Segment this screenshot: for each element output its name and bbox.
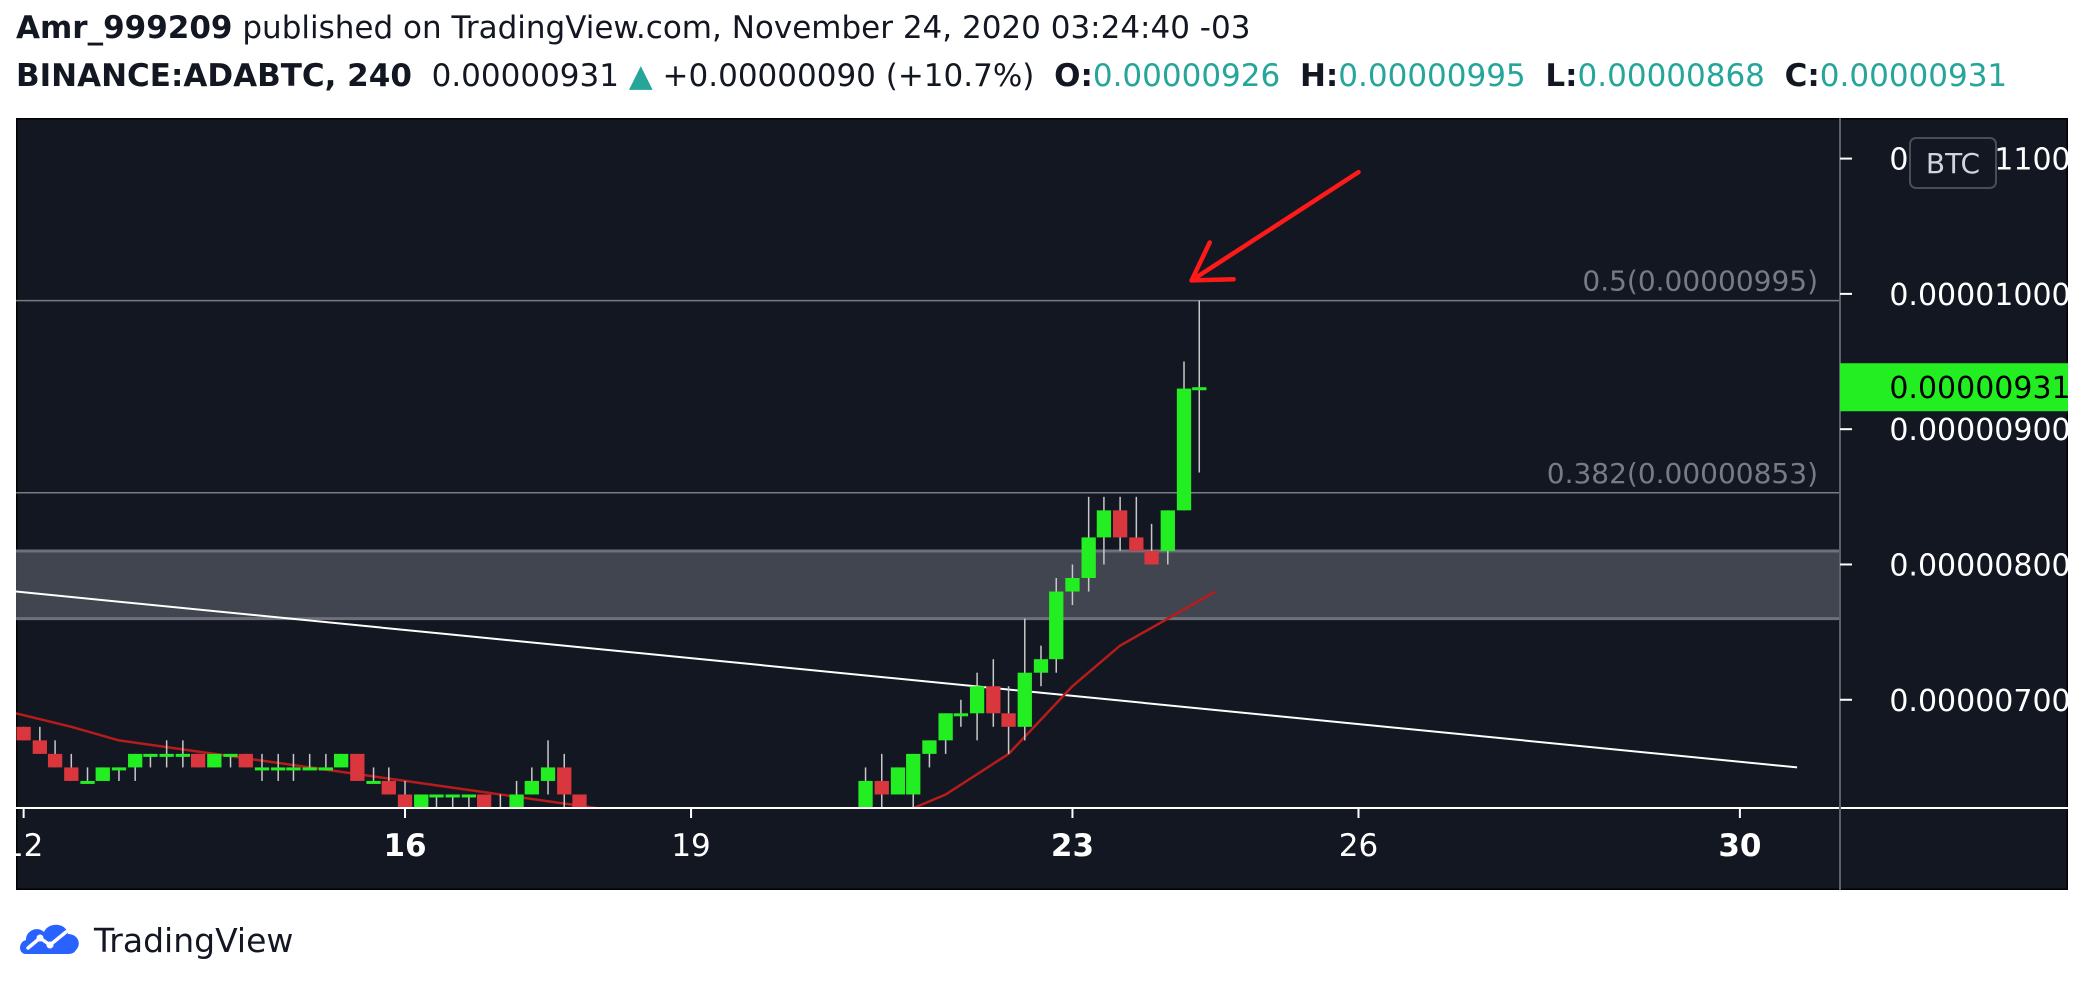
candle-down xyxy=(350,753,365,781)
candle-up xyxy=(1033,659,1049,673)
publication-header: Amr_999209 published on TradingView.com,… xyxy=(16,10,1250,54)
up-arrow-icon: ▲ xyxy=(628,58,653,94)
candle-down xyxy=(190,753,206,768)
last-price: 0.00000931 xyxy=(431,58,619,94)
candle-down xyxy=(238,753,253,768)
current-price-badge xyxy=(1840,363,2068,412)
candle-up xyxy=(143,753,158,757)
candle-up xyxy=(540,767,556,781)
y-tick-label: 0.00001000 xyxy=(1889,278,2068,313)
symbol-header: BINANCE:ADABTC, 240 0.00000931 ▲ +0.0000… xyxy=(16,58,2007,102)
open-label: O: xyxy=(1054,58,1093,94)
candle-down xyxy=(32,740,47,754)
candle-up xyxy=(890,767,906,795)
candle-up xyxy=(461,794,477,798)
x-tick-label: 16 xyxy=(383,828,426,864)
x-tick-label: 19 xyxy=(671,828,710,864)
candle-up xyxy=(429,794,444,798)
tradingview-cloud-logo-icon xyxy=(20,924,79,954)
published-text: published on TradingView.com, November 2… xyxy=(242,10,1251,46)
candle-up xyxy=(333,753,349,768)
candle-up xyxy=(906,753,921,795)
candle-down xyxy=(381,780,396,795)
candle-up xyxy=(128,753,143,768)
candle-down xyxy=(557,767,572,795)
candle-up xyxy=(953,713,969,717)
y-tick-label: 0.00000900 xyxy=(1889,413,2068,448)
close-label: C: xyxy=(1784,58,1820,94)
annotation-arrowhead xyxy=(1189,240,1236,283)
candle-down xyxy=(572,794,587,808)
candle-up xyxy=(509,794,524,808)
currency-label: BTC xyxy=(1926,147,1980,180)
currency-label-box xyxy=(1909,137,1997,189)
candle-up xyxy=(111,767,127,771)
candle-down xyxy=(1112,510,1128,538)
candle-up xyxy=(159,753,174,757)
candle-up xyxy=(80,780,95,784)
candle-up xyxy=(366,780,381,784)
candle-down xyxy=(1129,537,1144,551)
candle-up xyxy=(207,753,222,768)
candle-up xyxy=(302,767,317,771)
candle-down xyxy=(874,780,889,795)
high-label: H: xyxy=(1299,58,1339,94)
annotation-arrow-shaft xyxy=(1189,169,1361,283)
candle-up xyxy=(1160,510,1175,551)
candle-up xyxy=(524,780,539,795)
price-change: +0.00000090 (+10.7%) xyxy=(662,58,1035,94)
candle-up xyxy=(223,753,238,757)
close-value: 0.00000931 xyxy=(1819,58,2008,94)
low-value: 0.00000868 xyxy=(1577,58,1765,94)
open-value: 0.00000926 xyxy=(1092,58,1281,94)
x-tick-label: 30 xyxy=(1718,828,1761,864)
candle-down xyxy=(397,794,413,808)
x-tick-label: 23 xyxy=(1051,828,1094,864)
footer: TradingView xyxy=(16,915,293,965)
candle-up xyxy=(271,767,286,771)
fib-level-label: 0.382(0.00000853) xyxy=(1547,457,1818,490)
candle-up xyxy=(445,794,460,798)
candle-down xyxy=(1144,550,1159,565)
candle-up xyxy=(1176,388,1192,511)
support-zone xyxy=(16,550,1840,619)
candle-up xyxy=(938,713,953,741)
author-name: Amr_999209 xyxy=(16,10,233,46)
candle-up xyxy=(318,767,334,771)
candle-up xyxy=(1017,672,1032,727)
price-chart[interactable]: 0.5(0.00000995) 0.382(0.00000853) 12 16 19 2… xyxy=(4,116,2071,892)
candle-down xyxy=(64,767,79,781)
high-value: 0.00000995 xyxy=(1338,58,1526,94)
low-label: L: xyxy=(1545,58,1578,94)
y-tick-label: 0.00000700 xyxy=(1889,684,2068,719)
fib-level-label: 0.5(0.00000995) xyxy=(1582,265,1818,298)
candle-up xyxy=(858,780,873,808)
chart-background xyxy=(14,116,2070,892)
chart-frame[interactable]: 0.5(0.00000995) 0.382(0.00000853) 12 16 19 2… xyxy=(4,116,2071,892)
candle-down xyxy=(16,726,31,741)
candle-down xyxy=(477,794,492,808)
footer-brand: TradingView xyxy=(94,920,294,960)
candle-up xyxy=(1065,578,1080,592)
y-tick-label: 0.00000800 xyxy=(1889,548,2068,583)
candle-down xyxy=(1001,713,1016,727)
candle-up xyxy=(286,767,301,771)
candle-up xyxy=(1081,537,1096,578)
candle-up xyxy=(95,767,110,781)
symbol-label: BINANCE:ADABTC, 240 xyxy=(16,58,412,94)
current-price-label: 0.00000931 xyxy=(1889,371,2068,406)
candle-up xyxy=(1049,591,1064,660)
x-tick-label: 26 xyxy=(1339,828,1378,864)
candle-up xyxy=(414,794,429,808)
candle-up xyxy=(175,753,191,757)
x-tick-label: 12 xyxy=(16,828,43,864)
candle-up xyxy=(922,740,937,754)
candle-up xyxy=(1096,510,1112,538)
candle-up xyxy=(1192,387,1207,391)
trendline xyxy=(15,590,1798,769)
candle-up xyxy=(969,686,985,714)
candle-down xyxy=(986,686,1001,714)
candle-down xyxy=(47,753,63,768)
candle-up xyxy=(254,767,270,771)
